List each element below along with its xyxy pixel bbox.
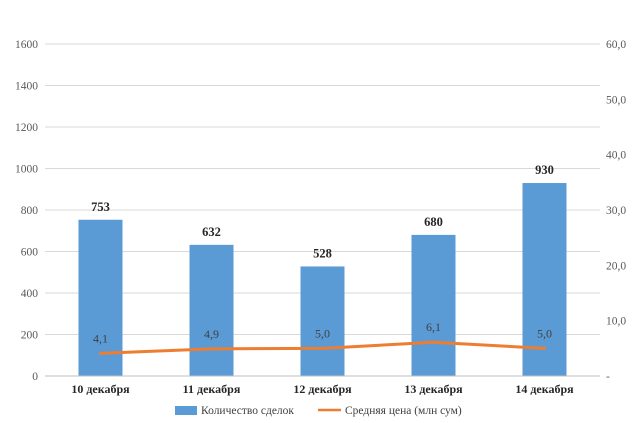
y-left-tick-label: 1400 (15, 81, 38, 93)
y-right-tick-label: 20,0 (606, 260, 626, 272)
line-point (99, 351, 102, 355)
x-tick-label: 14 декабря (515, 382, 574, 396)
bar (189, 244, 234, 376)
line-point (543, 346, 546, 350)
bar-series: 753 632 528 680 930 (78, 163, 567, 376)
line-series: 4,1 4,9 5,0 6,1 5,0 (93, 320, 552, 355)
bar-data-label: 528 (313, 246, 332, 260)
y-left-tick-label: 400 (21, 288, 39, 300)
x-tick-label: 11 декабря (183, 382, 241, 396)
y-right-tick-label: 40,0 (606, 150, 626, 162)
x-axis: 10 декабря 11 декабря 12 декабря 13 декабря… (45, 375, 600, 396)
y-left-tick-label: 1600 (15, 39, 38, 51)
legend-label-bars: Количество сделок (201, 405, 294, 417)
x-tick-label: 10 декабря (71, 382, 130, 396)
legend-swatch-bars (175, 406, 197, 415)
y-axis-left: 0 200 400 600 800 1000 1200 1400 1600 (15, 39, 38, 383)
y-axis-right: - 10,0 20,0 30,0 40,0 50,0 60,0 (606, 39, 626, 383)
x-tick-label: 12 декабря (293, 382, 352, 396)
y-right-tick-label: 50,0 (606, 94, 626, 106)
line-point (210, 347, 213, 351)
bar-data-label: 753 (91, 200, 110, 214)
bar (78, 219, 123, 376)
bar (522, 183, 567, 376)
bar-data-label: 680 (424, 215, 443, 229)
y-left-tick-label: 1000 (15, 164, 38, 176)
line-point (321, 346, 324, 350)
bar (300, 266, 345, 376)
y-right-tick-label: 30,0 (606, 205, 626, 217)
line-data-label: 6,1 (426, 320, 441, 334)
bar-data-label: 930 (535, 163, 554, 177)
bar-data-label: 632 (202, 225, 221, 239)
y-left-tick-label: 1200 (15, 122, 38, 134)
y-right-tick-label: 10,0 (606, 316, 626, 328)
bar (411, 234, 456, 376)
y-left-tick-label: 800 (21, 205, 39, 217)
line-data-label: 4,1 (93, 331, 108, 345)
x-tick-label: 13 декабря (404, 382, 463, 396)
line-data-label: 5,0 (315, 326, 330, 340)
line-data-label: 4,9 (204, 327, 219, 341)
y-left-tick-label: 200 (21, 330, 39, 342)
gridlines (45, 43, 600, 335)
line-point (432, 340, 435, 344)
legend-label-line: Средняя цена (млн сум) (345, 405, 462, 417)
line-data-label: 5,0 (537, 326, 552, 340)
y-left-tick-label: 0 (32, 371, 38, 383)
legend: Количество сделок Средняя цена (млн сум) (175, 405, 462, 417)
y-left-tick-label: 600 (21, 247, 39, 259)
y-right-tick-label: - (606, 371, 610, 383)
y-right-tick-label: 60,0 (606, 39, 626, 51)
